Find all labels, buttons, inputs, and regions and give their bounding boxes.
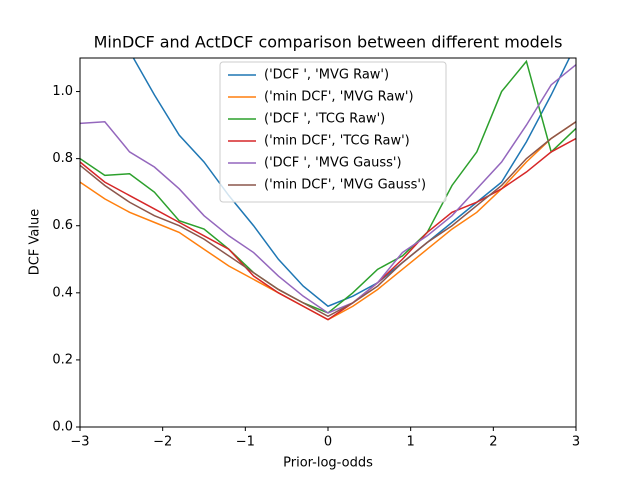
line — [132, 58, 571, 308]
legend-label: ('min DCF', 'TCG Raw') — [264, 134, 410, 149]
x-tick-label: 2 — [489, 435, 497, 450]
legend-label: ('min DCF', 'MVG Raw') — [264, 90, 414, 105]
legend-label: ('min DCF', 'MVG Gauss') — [264, 178, 426, 193]
y-tick-label: 0.0 — [52, 420, 73, 435]
legend-label: ('DCF ', 'TCG Raw') — [264, 112, 385, 127]
x-tick-label: −2 — [153, 435, 172, 450]
legend-label: ('DCF ', 'MVG Gauss') — [264, 156, 402, 171]
legend-label: ('DCF ', 'MVG Raw') — [264, 68, 389, 83]
chart-title: MinDCF and ActDCF comparison between dif… — [94, 33, 563, 52]
x-tick-label: −1 — [236, 435, 255, 450]
y-tick-label: 0.4 — [52, 285, 73, 300]
x-tick-label: 0 — [324, 435, 332, 450]
y-tick-label: 0.2 — [52, 352, 73, 367]
line — [80, 121, 576, 318]
y-tick-label: 0.8 — [52, 151, 73, 166]
x-tick-label: −3 — [70, 435, 89, 450]
x-tick-label: 1 — [407, 435, 415, 450]
x-axis-label: Prior-log-odds — [283, 456, 373, 471]
line — [80, 137, 576, 321]
legend-box — [219, 61, 447, 203]
x-tick-label: 3 — [572, 435, 580, 450]
y-tick-label: 0.6 — [52, 218, 73, 233]
line — [80, 64, 576, 314]
y-tick-label: 1.0 — [52, 84, 73, 99]
y-axis-label: DCF Value — [28, 209, 43, 275]
plot-area — [80, 58, 576, 321]
